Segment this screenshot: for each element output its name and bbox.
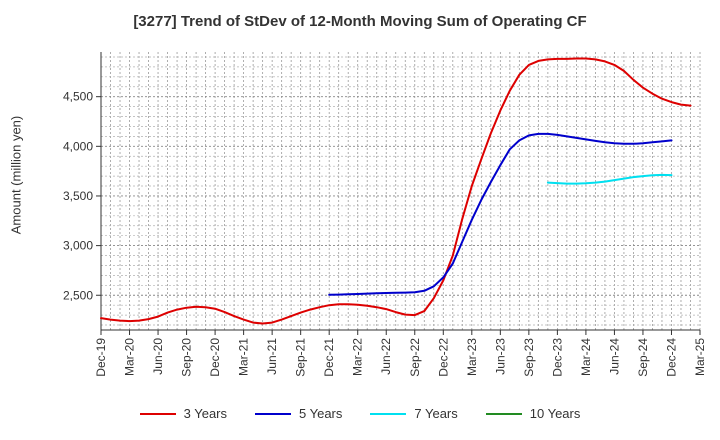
x-tick-label: Dec-24 — [664, 338, 678, 377]
legend-swatch — [485, 412, 522, 415]
y-tick-label: 3,000 — [63, 239, 93, 253]
y-tick-label: 2,500 — [63, 288, 93, 302]
series-line-5-years — [328, 132, 673, 296]
legend-label: 10 Years — [529, 406, 581, 421]
x-tick-label: Dec-21 — [322, 338, 336, 377]
x-tick-label: Sep-23 — [522, 338, 536, 377]
x-tick-label: Dec-22 — [436, 338, 450, 377]
plot-area — [101, 52, 700, 330]
x-tick-label: Sep-22 — [408, 338, 422, 377]
x-tick-label: Mar-20 — [123, 338, 137, 376]
x-tick-label: Dec-19 — [94, 338, 108, 377]
x-tick-label: Dec-23 — [550, 338, 564, 377]
x-tick-label: Sep-24 — [636, 338, 650, 377]
x-tick-label: Jun-24 — [607, 338, 621, 375]
x-tick-label: Sep-20 — [180, 338, 194, 377]
y-tick-label: 3,500 — [63, 189, 93, 203]
legend-item: 7 Years — [370, 406, 458, 421]
y-tick-label: 4,000 — [63, 139, 93, 153]
x-tick-label: Mar-21 — [237, 338, 251, 376]
legend-item: 3 Years — [139, 406, 227, 421]
x-tick-label: Mar-22 — [351, 338, 365, 376]
legend-item: 5 Years — [255, 406, 342, 421]
x-tick-label: Jun-21 — [265, 338, 279, 375]
chart-title: [3277] Trend of StDev of 12-Month Moving… — [133, 13, 587, 30]
x-tick-label: Mar-25 — [693, 338, 707, 376]
legend-label: 3 Years — [183, 406, 227, 421]
y-tick-label: 4,500 — [63, 90, 93, 104]
legend-swatch — [370, 412, 407, 415]
legend-label: 5 Years — [299, 406, 343, 421]
legend-label: 7 Years — [414, 406, 458, 421]
x-tick-label: Mar-23 — [465, 338, 479, 376]
x-tick-label: Mar-24 — [579, 338, 593, 376]
legend-item: 10 Years — [485, 406, 581, 421]
x-tick-label: Jun-22 — [379, 338, 393, 375]
legend-swatch — [139, 412, 176, 415]
legend: 3 Years 5 Years 7 Years 10 Years — [0, 406, 720, 421]
legend-swatch — [255, 412, 291, 415]
x-tick-label: Sep-21 — [294, 338, 308, 377]
series-line-7-years — [546, 173, 673, 185]
x-tick-label: Dec-20 — [208, 338, 222, 377]
series-line-3-years — [100, 57, 692, 325]
x-tick-label: Jun-23 — [493, 338, 507, 375]
x-tick-label: Jun-20 — [151, 338, 165, 375]
